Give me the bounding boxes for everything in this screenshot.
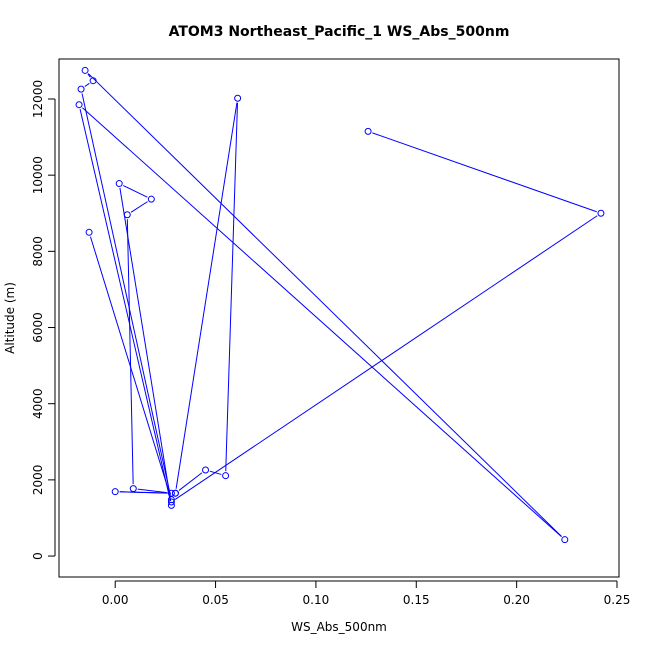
- y-tick-label: 0: [31, 552, 45, 560]
- series-segment: [130, 201, 148, 213]
- y-axis-label: Altitude (m): [3, 282, 17, 354]
- series-segment: [126, 219, 134, 485]
- data-point: [85, 228, 93, 236]
- data-point: [167, 498, 175, 506]
- data-point: [202, 466, 210, 474]
- x-tick-label: 0.00: [102, 593, 129, 607]
- data-point: [89, 77, 97, 85]
- series-segment: [79, 108, 171, 502]
- y-tick-label: 12000: [31, 80, 45, 118]
- series-segment: [178, 472, 203, 491]
- data-point: [81, 66, 89, 74]
- data-point: [171, 489, 179, 497]
- data-point: [129, 485, 137, 493]
- series-segment: [87, 73, 91, 78]
- data-point: [597, 209, 605, 217]
- y-tick-label: 8000: [31, 236, 45, 267]
- data-point: [115, 180, 123, 188]
- series-segment: [225, 102, 238, 472]
- series-segment: [81, 93, 171, 496]
- series-segment: [174, 215, 598, 500]
- data-point: [75, 101, 83, 109]
- y-tick-label: 6000: [31, 312, 45, 343]
- data-point: [123, 211, 131, 219]
- series-segment: [84, 82, 90, 87]
- x-axis-label: WS_Abs_500nm: [291, 620, 387, 634]
- x-tick-label: 0.10: [303, 593, 330, 607]
- series-segment: [175, 102, 238, 489]
- series-layer: [75, 66, 605, 544]
- data-point: [111, 488, 119, 496]
- series-segment: [372, 132, 597, 213]
- y-axis: 0 2000 4000 6000 8000 10000 12000: [31, 80, 56, 560]
- x-tick-label: 0.25: [604, 593, 631, 607]
- series-segment: [119, 187, 172, 502]
- data-point: [234, 94, 242, 102]
- x-tick-label: 0.15: [403, 593, 430, 607]
- x-tick-label: 0.20: [503, 593, 530, 607]
- data-point: [222, 472, 230, 480]
- data-point: [167, 496, 175, 504]
- series-segment: [87, 73, 562, 537]
- data-point: [147, 195, 155, 203]
- series-segment: [137, 488, 167, 494]
- data-point: [77, 85, 85, 93]
- series-segment: [119, 491, 167, 494]
- x-axis: 0.00 0.05 0.10 0.15 0.20 0.25: [102, 580, 631, 607]
- x-tick-label: 0.05: [202, 593, 229, 607]
- chart-title: ATOM3 Northeast_Pacific_1 WS_Abs_500nm: [169, 24, 510, 40]
- y-tick-label: 2000: [31, 465, 45, 496]
- plot-frame: [58, 58, 620, 578]
- series-segment: [209, 470, 222, 475]
- data-point: [561, 536, 569, 544]
- series-segment: [123, 185, 148, 198]
- y-tick-label: 4000: [31, 388, 45, 419]
- data-point: [364, 127, 372, 135]
- y-tick-label: 10000: [31, 156, 45, 194]
- series-segment: [89, 236, 171, 496]
- series-segment: [82, 107, 562, 538]
